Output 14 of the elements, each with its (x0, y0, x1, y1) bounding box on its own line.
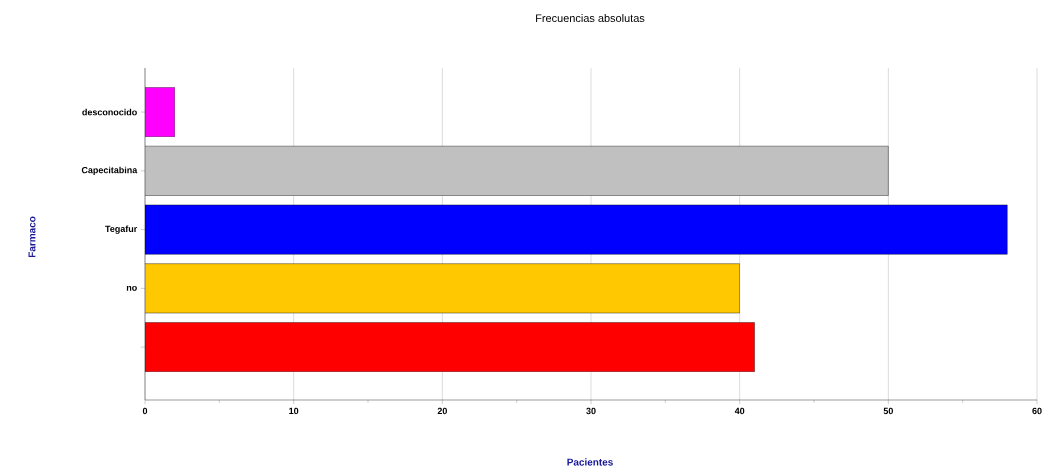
x-tick-label: 0 (142, 407, 148, 415)
x-tick-label: 60 (1032, 407, 1042, 415)
y-tick-label: no (126, 285, 137, 291)
y-tick-label: Tegafur (105, 225, 138, 234)
y-tick-label: desconocido (82, 108, 137, 116)
y-axis-title: Farmaco (28, 216, 36, 258)
x-tick-label: 30 (586, 407, 596, 415)
x-tick-label: 40 (734, 407, 745, 415)
x-tick-label: 20 (437, 407, 447, 415)
x-tick-label: 10 (289, 407, 299, 415)
y-tick-label: Capecitabina (81, 166, 138, 176)
x-axis-title: Pacientes (567, 458, 613, 466)
x-tick-label: 50 (883, 407, 893, 415)
chart-title: Frecuencias absolutas (536, 13, 645, 23)
